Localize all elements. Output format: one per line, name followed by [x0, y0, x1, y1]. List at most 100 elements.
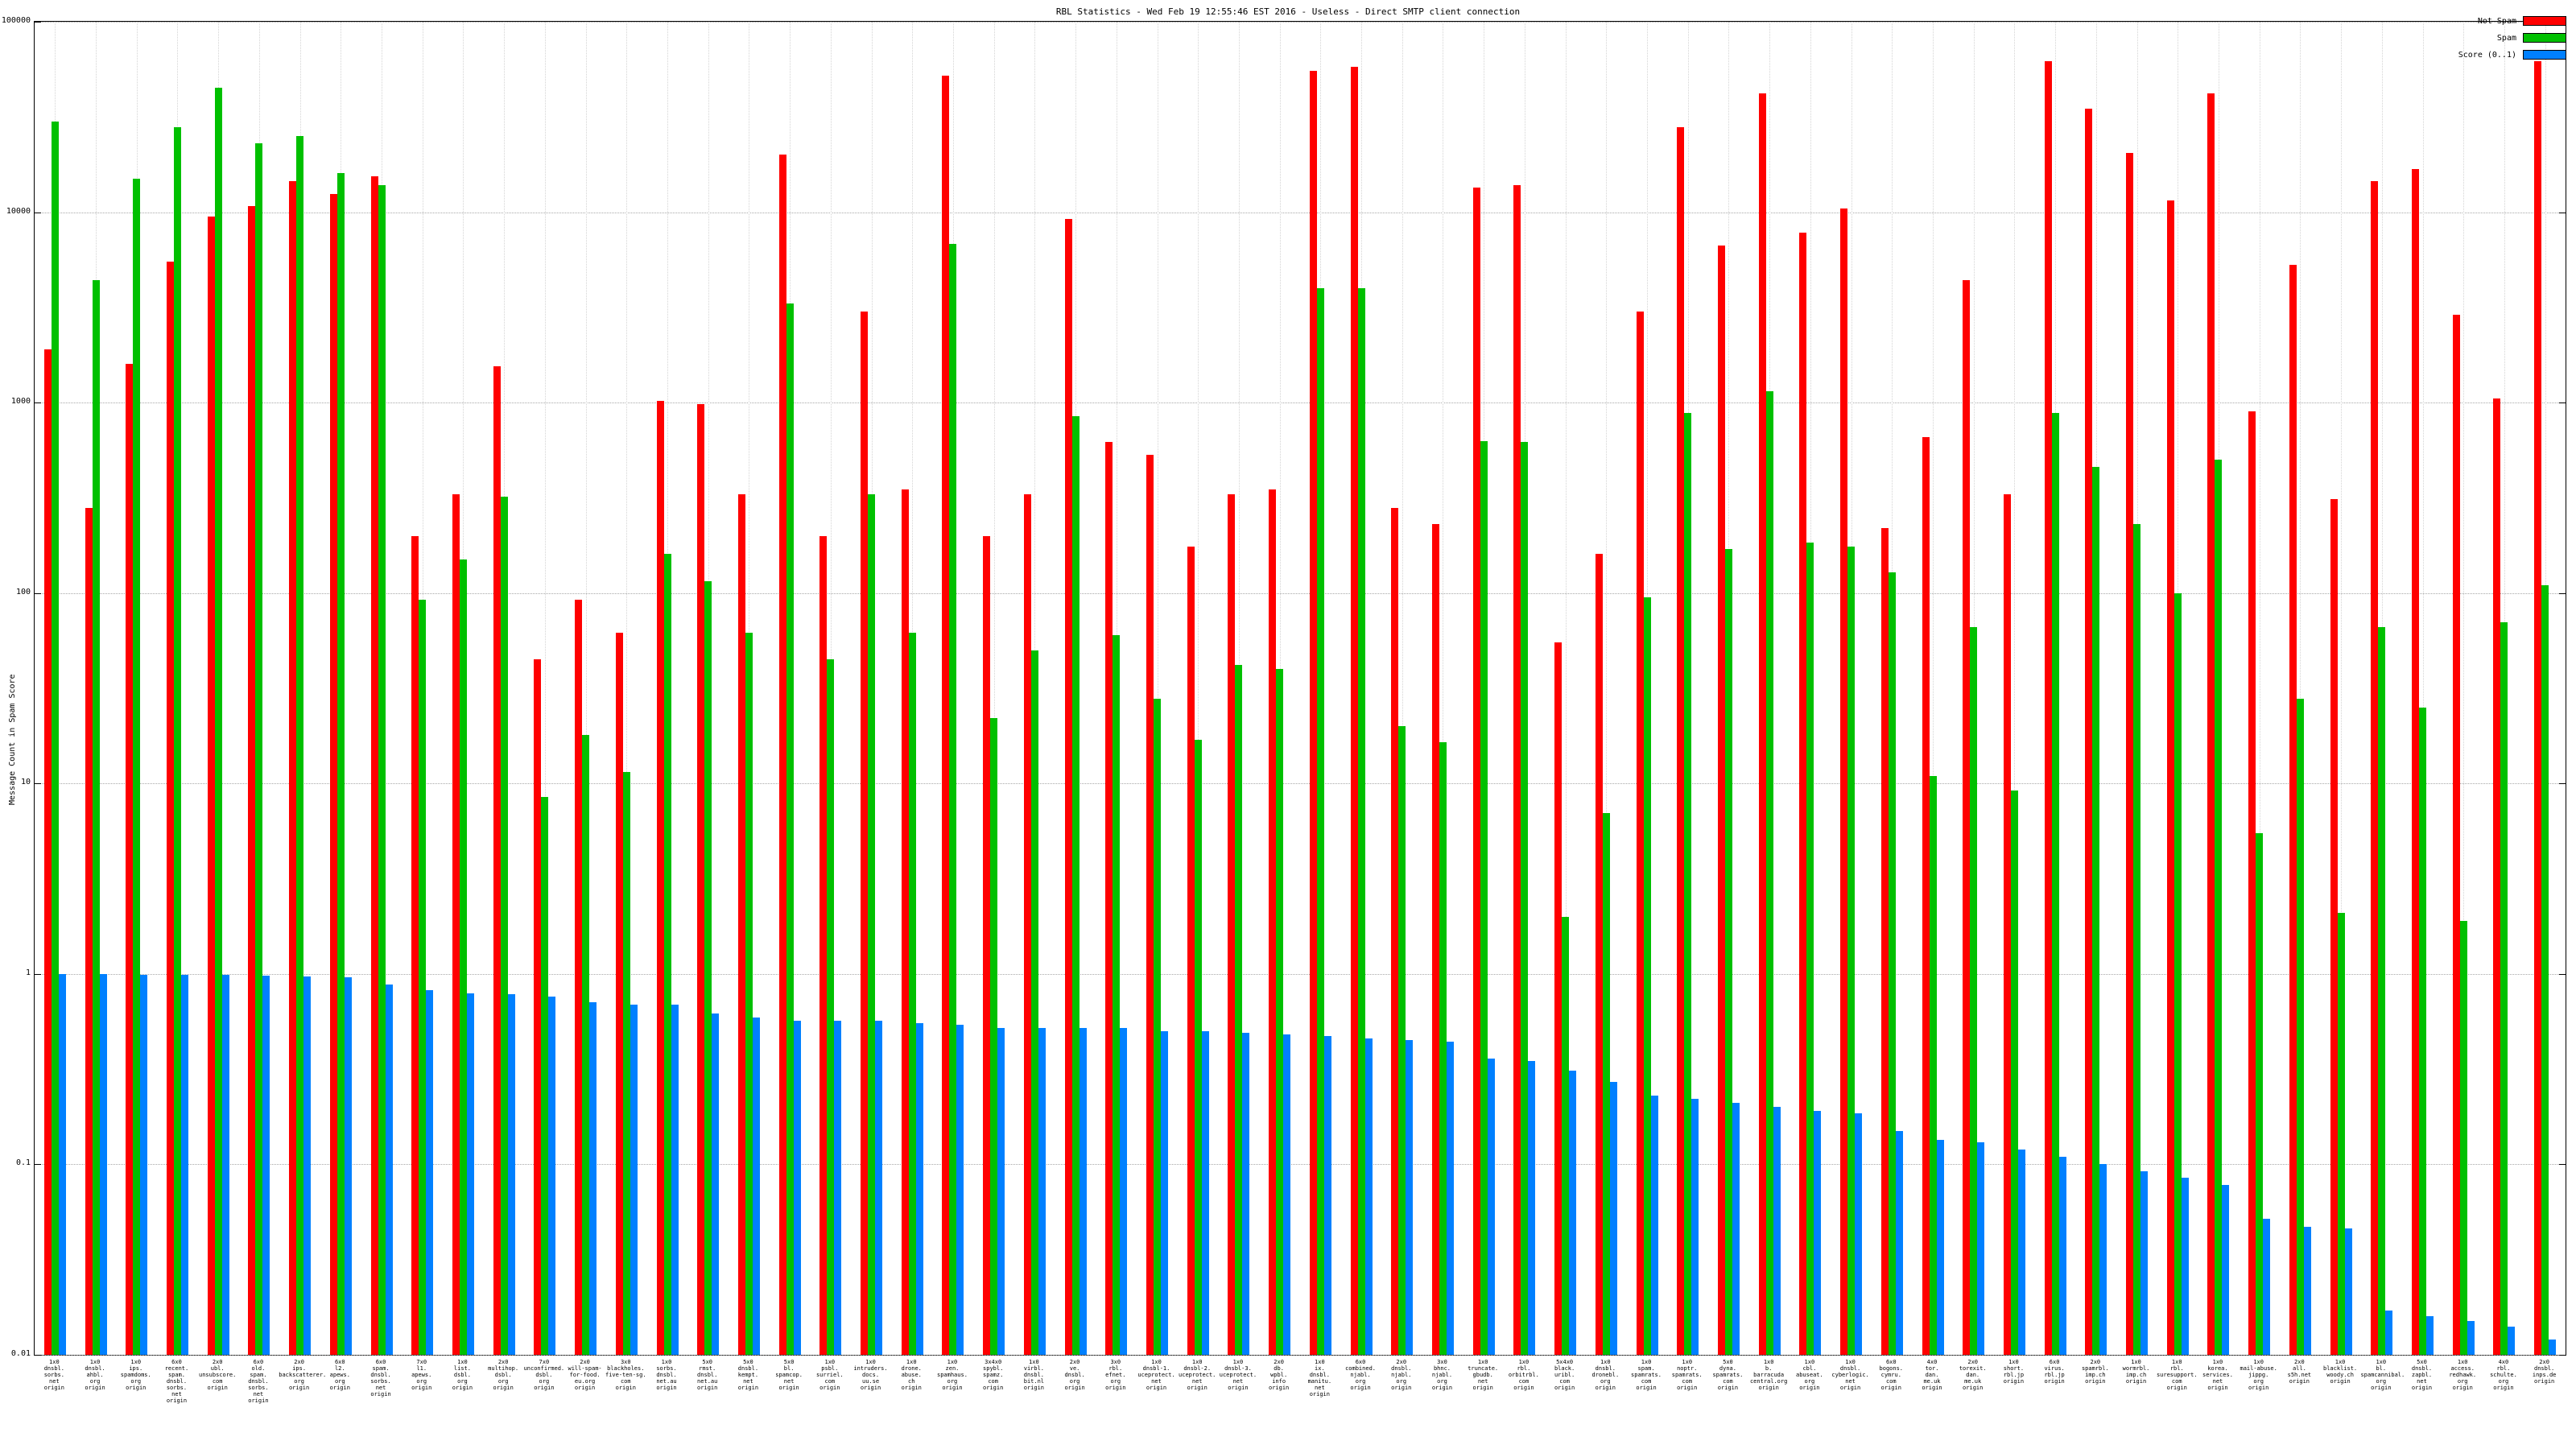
- bar-not-spam: [1064, 219, 1072, 1355]
- y-tick-label: 100: [15, 587, 31, 597]
- x-axis-label: 1x0 noptr. spamrats. com origin: [1671, 1359, 1703, 1391]
- y-tick-mark-right: [2559, 783, 2566, 785]
- y-tick-mark-left: [35, 592, 41, 594]
- y-tick-label: 10000: [6, 206, 31, 216]
- y-tick-mark-right: [2559, 1355, 2566, 1356]
- bar-score-0-1: [1120, 1028, 1128, 1355]
- bar-not-spam: [2085, 108, 2093, 1355]
- bar-not-spam: [737, 494, 745, 1355]
- grid-line-horizontal: [35, 402, 2566, 404]
- x-axis-label: 1x0 short. rbl.jp origin: [2003, 1359, 2025, 1385]
- y-tick-mark-left: [35, 1355, 41, 1356]
- bar-score-0-1: [875, 1020, 883, 1355]
- bar-score-0-1: [2222, 1184, 2230, 1355]
- bar-score-0-1: [1283, 1034, 1291, 1355]
- legend-label: Score (0..1): [2458, 50, 2516, 60]
- bar-spam: [786, 303, 794, 1355]
- bar-score-0-1: [1814, 1111, 1822, 1355]
- bar-not-spam: [1677, 126, 1685, 1355]
- bar-spam: [1316, 287, 1324, 1355]
- bar-spam: [1643, 597, 1651, 1355]
- x-axis-labels: 1x0 dnsbl. sorbs. net origin 1x0 dnsbl. a…: [34, 1357, 2565, 1447]
- y-axis-tick-labels: 100000 10000 1000 100 10 1 0.1 0.01: [0, 0, 32, 1449]
- bar-spam: [2010, 790, 2018, 1355]
- bar-not-spam: [1595, 554, 1603, 1355]
- bar-score-0-1: [1977, 1142, 1985, 1355]
- bar-spam: [1724, 549, 1732, 1355]
- bar-score-0-1: [1609, 1082, 1617, 1355]
- bar-spam: [2133, 524, 2141, 1355]
- y-tick-mark-left: [35, 1164, 41, 1166]
- bar-not-spam: [1513, 185, 1521, 1355]
- bar-not-spam: [1554, 642, 1563, 1355]
- x-axis-label: 6x0 bogons. cymru. com origin: [1879, 1359, 1904, 1391]
- x-axis-label: 2x0 all. s5h.net origin: [2287, 1359, 2312, 1385]
- bar-not-spam: [2003, 494, 2011, 1355]
- x-axis-label: 1x0 blacklist. woody.ch origin: [2323, 1359, 2358, 1385]
- bar-spam: [1970, 627, 1978, 1355]
- bar-not-spam: [1391, 507, 1399, 1355]
- grid-line-horizontal: [35, 973, 2566, 975]
- grid-line-horizontal: [35, 592, 2566, 594]
- bar-not-spam: [1023, 494, 1031, 1355]
- bar-score-0-1: [1650, 1095, 1658, 1355]
- bar-spam: [214, 88, 222, 1355]
- bar-not-spam: [2371, 181, 2379, 1355]
- grid-line-horizontal: [35, 1164, 2566, 1166]
- bar-spam: [908, 632, 916, 1355]
- x-axis-label: 1x0 dnsbl-2. uceprotect. net origin: [1179, 1359, 1216, 1391]
- bar-not-spam: [1228, 494, 1236, 1355]
- bar-not-spam: [2248, 411, 2256, 1355]
- bar-score-0-1: [2508, 1327, 2516, 1355]
- bar-not-spam: [2044, 61, 2052, 1355]
- bar-score-0-1: [2303, 1227, 2311, 1355]
- x-axis-label: 1x0 dnsbl-1. uceprotect. net origin: [1137, 1359, 1175, 1391]
- x-axis-label: 2x0 ips. backscatterer. org origin: [279, 1359, 327, 1391]
- bar-not-spam: [248, 205, 256, 1355]
- grid-line-vertical: [1565, 22, 1567, 1355]
- bar-score-0-1: [1855, 1113, 1863, 1355]
- x-axis-label: 1x0 cbl. abuseat. org origin: [1796, 1359, 1823, 1391]
- grid-line-vertical: [626, 22, 628, 1355]
- bar-not-spam: [1922, 436, 1930, 1355]
- x-axis-label: 6x0 spam. dnsbl. sorbs. net origin: [370, 1359, 391, 1397]
- bar-not-spam: [1799, 233, 1807, 1355]
- bar-score-0-1: [2140, 1171, 2149, 1355]
- bar-not-spam: [1269, 489, 1277, 1355]
- bar-not-spam: [43, 349, 52, 1355]
- grid-line-vertical: [2014, 22, 2016, 1355]
- bar-score-0-1: [997, 1028, 1005, 1355]
- bar-spam: [1357, 287, 1365, 1355]
- bar-score-0-1: [1732, 1103, 1740, 1355]
- bar-not-spam: [1880, 527, 1889, 1355]
- bar-score-0-1: [426, 990, 434, 1355]
- x-axis-label: 1x0 intruders. docs. uu.se origin: [853, 1359, 888, 1391]
- x-axis-label: 5x0 rmst. dnsbl. net.au origin: [697, 1359, 718, 1391]
- bar-not-spam: [2412, 169, 2420, 1355]
- bar-spam: [2459, 920, 2467, 1355]
- bar-spam: [336, 173, 345, 1355]
- grid-line-vertical: [2422, 22, 2424, 1355]
- bar-not-spam: [942, 76, 950, 1355]
- bar-spam: [1480, 440, 1488, 1355]
- y-tick-label: 0.01: [10, 1349, 31, 1358]
- x-axis-label: 4x0 rbl. schulte. org origin: [2490, 1359, 2517, 1391]
- bar-not-spam: [983, 535, 991, 1355]
- bar-score-0-1: [1895, 1130, 1903, 1355]
- bar-not-spam: [1636, 312, 1644, 1355]
- bar-spam: [663, 554, 671, 1355]
- x-axis-label: 6x0 old. spam. dnsbl. sorbs. net origin: [248, 1359, 269, 1404]
- x-axis-label: 1x0 sorbs. dnsbl. net.au origin: [656, 1359, 677, 1391]
- bar-not-spam: [452, 494, 460, 1355]
- bar-score-0-1: [2181, 1178, 2189, 1355]
- x-axis-label: 5x0 bl. spamcop. net origin: [775, 1359, 803, 1391]
- bar-spam: [296, 136, 304, 1355]
- bar-not-spam: [2330, 499, 2338, 1355]
- bar-score-0-1: [915, 1023, 923, 1355]
- y-tick-mark-left: [35, 22, 41, 23]
- x-axis-label: 6x0 virus. rbl.jp origin: [2044, 1359, 2065, 1385]
- grid-line-horizontal: [35, 1355, 2566, 1356]
- x-axis-label: 1x0 dnsbl. sorbs. net origin: [43, 1359, 64, 1391]
- x-axis-label: 1x0 bl. spamcannibal. org origin: [2360, 1359, 2405, 1391]
- bar-not-spam: [1105, 442, 1113, 1355]
